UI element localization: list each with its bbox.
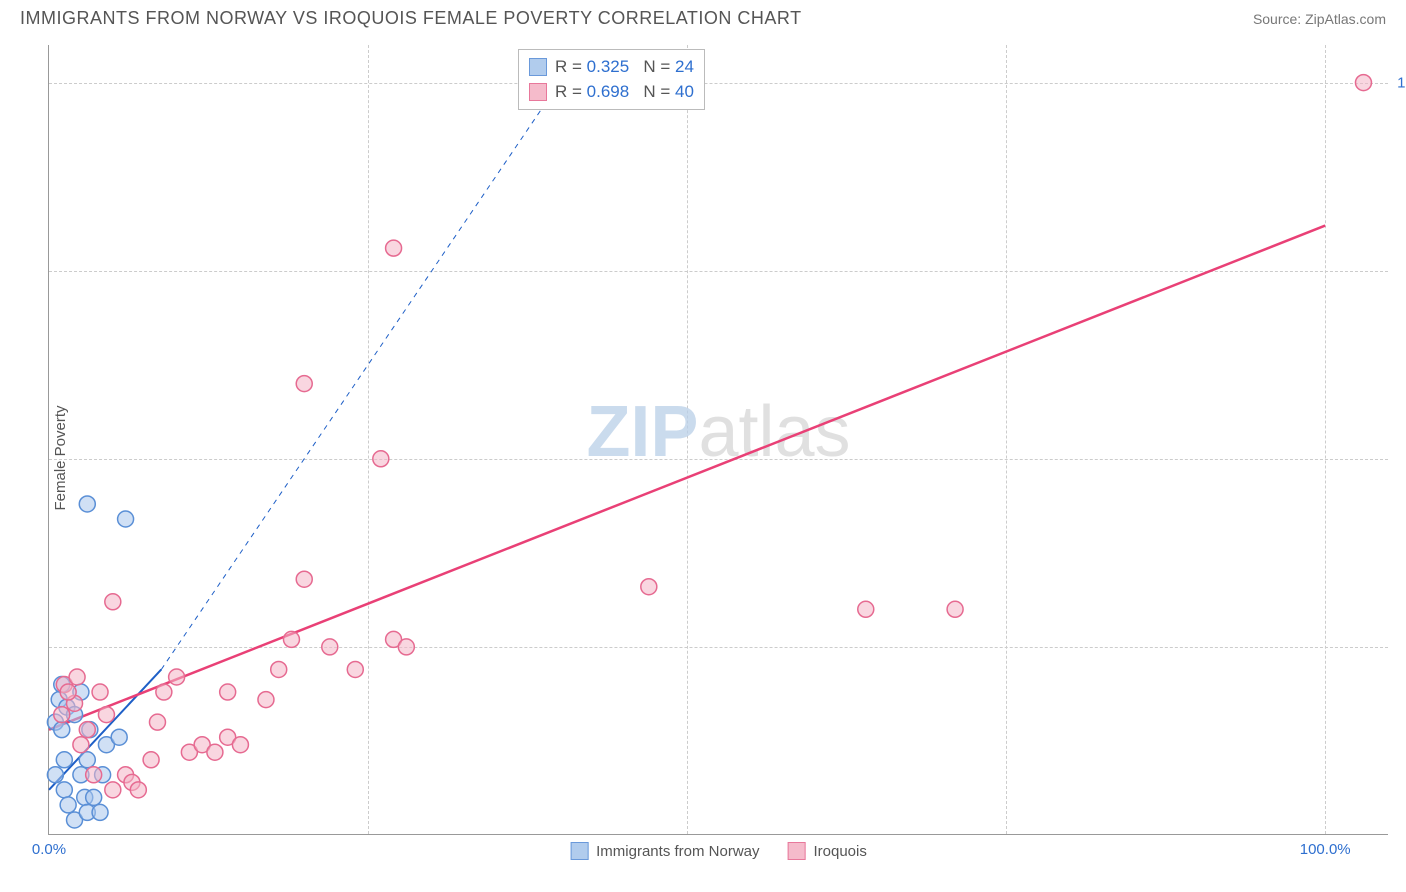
series-legend: Immigrants from Norway Iroquois xyxy=(570,842,867,860)
scatter-point-iroquois xyxy=(283,631,299,647)
scatter-point-iroquois xyxy=(398,639,414,655)
scatter-point-iroquois xyxy=(296,376,312,392)
x-tick-label: 0.0% xyxy=(32,841,66,858)
scatter-point-iroquois xyxy=(347,661,363,677)
scatter-point-norway xyxy=(56,782,72,798)
y-tick-label: 100.0% xyxy=(1393,74,1406,91)
legend-label-iroquois: Iroquois xyxy=(813,843,866,860)
scatter-point-norway xyxy=(47,767,63,783)
scatter-point-norway xyxy=(92,804,108,820)
source-name: ZipAtlas.com xyxy=(1305,11,1386,27)
scatter-point-iroquois xyxy=(169,669,185,685)
y-tick-label: 50.0% xyxy=(1393,450,1406,467)
scatter-point-norway xyxy=(86,789,102,805)
scatter-point-norway xyxy=(111,729,127,745)
scatter-point-norway xyxy=(60,797,76,813)
scatter-point-iroquois xyxy=(858,601,874,617)
scatter-point-iroquois xyxy=(386,240,402,256)
scatter-point-iroquois xyxy=(86,767,102,783)
scatter-point-iroquois xyxy=(54,707,70,723)
scatter-point-iroquois xyxy=(271,661,287,677)
scatter-point-iroquois xyxy=(92,684,108,700)
scatter-point-norway xyxy=(118,511,134,527)
scatter-point-iroquois xyxy=(373,451,389,467)
y-tick-label: 25.0% xyxy=(1393,638,1406,655)
scatter-point-iroquois xyxy=(220,684,236,700)
legend-item-iroquois: Iroquois xyxy=(787,842,866,860)
chart-title: IMMIGRANTS FROM NORWAY VS IROQUOIS FEMAL… xyxy=(20,8,802,29)
legend-swatch-iroquois xyxy=(787,842,805,860)
chart-container: Female Poverty ZIPatlas R = 0.325 N = 24… xyxy=(0,33,1406,883)
corr-swatch-norway xyxy=(529,58,547,76)
scatter-point-iroquois xyxy=(60,684,76,700)
scatter-point-iroquois xyxy=(98,707,114,723)
source-label: Source: xyxy=(1253,11,1301,27)
y-tick-label: 0.0% xyxy=(1393,827,1406,844)
plot-area: ZIPatlas R = 0.325 N = 24R = 0.698 N = 4… xyxy=(48,45,1388,835)
corr-legend-row-norway: R = 0.325 N = 24 xyxy=(529,54,694,80)
scatter-point-iroquois xyxy=(130,782,146,798)
legend-label-norway: Immigrants from Norway xyxy=(596,843,759,860)
trend-line-iroquois xyxy=(49,226,1325,730)
scatter-point-iroquois xyxy=(641,579,657,595)
scatter-point-iroquois xyxy=(258,692,274,708)
scatter-point-iroquois xyxy=(149,714,165,730)
scatter-point-iroquois xyxy=(69,669,85,685)
scatter-point-iroquois xyxy=(232,737,248,753)
corr-legend-row-iroquois: R = 0.698 N = 40 xyxy=(529,79,694,105)
scatter-point-norway xyxy=(79,752,95,768)
scatter-point-iroquois xyxy=(143,752,159,768)
x-tick-label: 100.0% xyxy=(1300,841,1351,858)
corr-swatch-iroquois xyxy=(529,83,547,101)
scatter-point-iroquois xyxy=(296,571,312,587)
scatter-point-iroquois xyxy=(207,744,223,760)
correlation-legend: R = 0.325 N = 24R = 0.698 N = 40 xyxy=(518,49,705,110)
y-tick-label: 75.0% xyxy=(1393,262,1406,279)
scatter-point-iroquois xyxy=(947,601,963,617)
scatter-point-iroquois xyxy=(73,737,89,753)
corr-text-norway: R = 0.325 N = 24 xyxy=(555,54,694,80)
scatter-point-iroquois xyxy=(156,684,172,700)
legend-item-norway: Immigrants from Norway xyxy=(570,842,759,860)
chart-header: IMMIGRANTS FROM NORWAY VS IROQUOIS FEMAL… xyxy=(0,0,1406,33)
plot-svg xyxy=(49,45,1388,834)
scatter-point-iroquois xyxy=(105,782,121,798)
scatter-point-norway xyxy=(54,722,70,738)
scatter-point-iroquois xyxy=(1355,75,1371,91)
scatter-point-norway xyxy=(79,496,95,512)
scatter-point-iroquois xyxy=(105,594,121,610)
scatter-point-iroquois xyxy=(322,639,338,655)
corr-text-iroquois: R = 0.698 N = 40 xyxy=(555,79,694,105)
scatter-point-norway xyxy=(56,752,72,768)
legend-swatch-norway xyxy=(570,842,588,860)
scatter-point-iroquois xyxy=(79,722,95,738)
chart-source: Source: ZipAtlas.com xyxy=(1253,11,1386,27)
trend-line-dash-norway xyxy=(161,83,559,670)
